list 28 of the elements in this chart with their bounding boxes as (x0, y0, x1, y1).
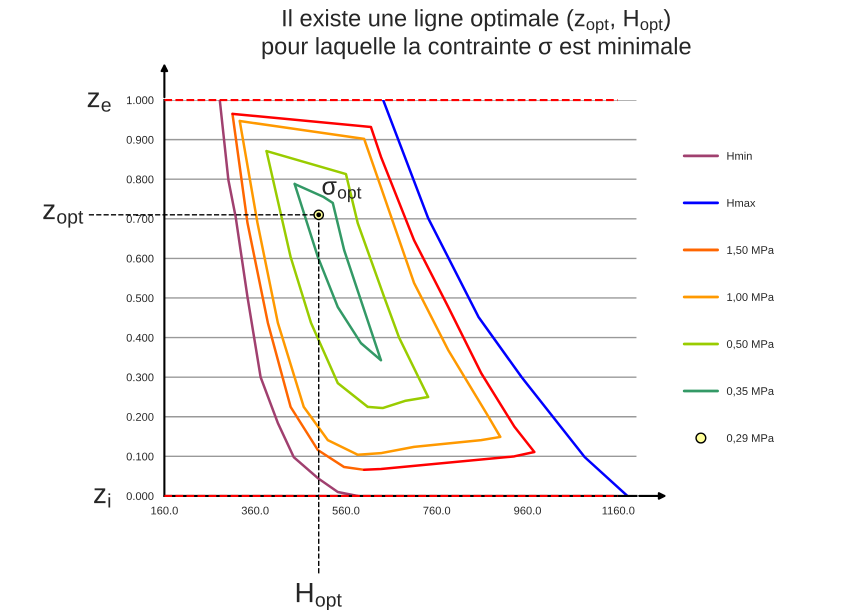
x-tick-label: 360.0 (242, 506, 269, 515)
y-tick-label: 0.400 (126, 334, 154, 342)
legend-label: 1,00 MPa (727, 293, 774, 302)
y-tick-label: 0.300 (126, 373, 154, 382)
y-tick-label: 0.600 (126, 254, 154, 263)
y-tick-label: 0.800 (126, 175, 154, 184)
y-tick-label: 0.200 (126, 413, 154, 421)
chart-title: Il existe une ligne optimale (z$_{opt}$, H$_{opt}$) pour laquelle la contrainte σ est minimale (262, 9, 691, 60)
ref-line-label: z$_{e}$ (88, 92, 111, 112)
legend-label: 1,50 MPa (727, 246, 774, 256)
y-tick-label: 0.700 (126, 215, 154, 223)
legend-label: 0,29 MPa (726, 434, 774, 444)
x-tick-label: 160.0 (151, 506, 178, 515)
y-tick-label: 0.900 (126, 136, 154, 144)
x-tick-label: 760.0 (423, 506, 450, 515)
x-tick-label: 1160.0 (602, 506, 634, 515)
ref-line-label: z$_{i}$ (94, 488, 110, 508)
ref-line-label: z$_{opt}$ (43, 204, 84, 228)
y-tick-label: 1.000 (127, 96, 154, 104)
legend-label: 0,35 MPa (726, 387, 774, 396)
legend-label: Hmin (727, 152, 752, 160)
x-tick-label: 960.0 (514, 506, 541, 515)
y-tick-label: 0.100 (126, 452, 154, 460)
legend-label: Hmax (727, 199, 756, 207)
legend-label: 0,50 MPa (726, 340, 774, 350)
y-tick-label: 0.000 (126, 492, 154, 500)
x-tick-label: 560.0 (332, 506, 360, 515)
y-tick-label: 0.500 (126, 294, 154, 302)
